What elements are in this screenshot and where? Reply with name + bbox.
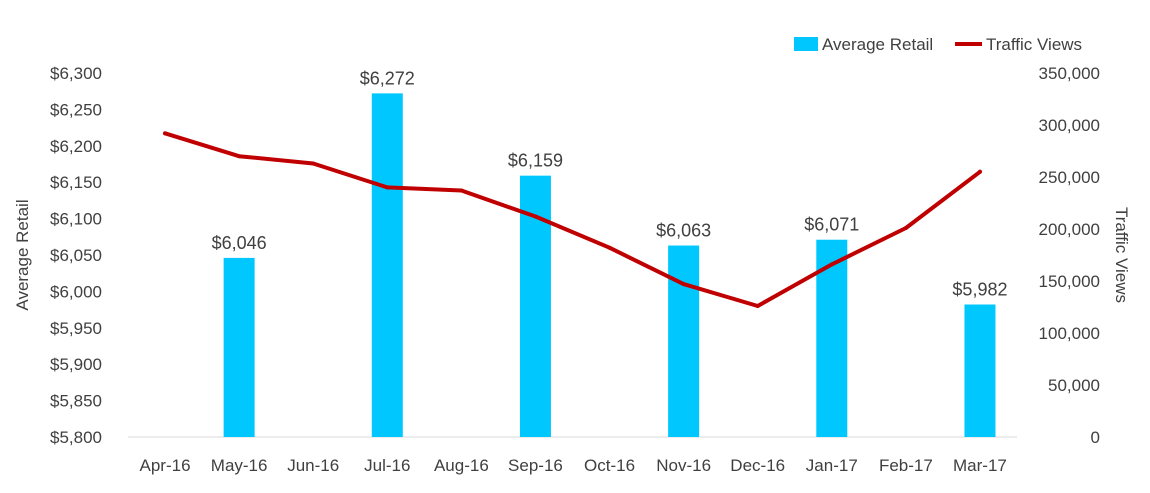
traffic-views-point bbox=[311, 161, 316, 166]
bar-jan-17 bbox=[816, 239, 848, 437]
traffic-views-point bbox=[681, 282, 686, 287]
right-axis-ticks: 350,000 300,000 250,000 200,000 150,000 100,0… bbox=[1039, 64, 1100, 447]
right-tick-label: 50,000 bbox=[1048, 376, 1100, 395]
category-label: Nov-16 bbox=[656, 456, 711, 475]
traffic-views-point bbox=[977, 169, 982, 174]
category-label: Jul-16 bbox=[364, 456, 410, 475]
bar-jul-16 bbox=[371, 93, 403, 437]
left-tick-label: $6,050 bbox=[50, 246, 102, 265]
bar-may-16 bbox=[223, 257, 255, 437]
traffic-views-point bbox=[459, 188, 464, 193]
left-tick-label: $5,950 bbox=[50, 319, 102, 338]
right-tick-label: 350,000 bbox=[1039, 64, 1100, 83]
bar-data-label: $5,982 bbox=[952, 280, 1007, 300]
bar-data-labels: $6,046 $6,272 $6,159 $6,063 $6,071 $5,982 bbox=[212, 68, 1008, 299]
left-tick-label: $6,300 bbox=[50, 64, 102, 83]
category-label: Feb-17 bbox=[879, 456, 933, 475]
left-tick-label: $5,850 bbox=[50, 392, 102, 411]
legend-label-average-retail: Average Retail bbox=[822, 35, 933, 54]
right-axis-title: Traffic Views bbox=[1112, 207, 1131, 303]
right-tick-label: 0 bbox=[1091, 428, 1100, 447]
legend: Average Retail Traffic Views bbox=[794, 35, 1082, 54]
bar-mar-17 bbox=[964, 304, 996, 437]
traffic-views-point bbox=[237, 154, 242, 159]
category-label: Oct-16 bbox=[584, 456, 635, 475]
right-tick-label: 100,000 bbox=[1039, 324, 1100, 343]
category-label: Jun-16 bbox=[287, 456, 339, 475]
category-label: Aug-16 bbox=[434, 456, 489, 475]
traffic-views-point bbox=[755, 303, 760, 308]
traffic-views-point bbox=[607, 245, 612, 250]
left-tick-label: $6,250 bbox=[50, 100, 102, 119]
category-label: May-16 bbox=[211, 456, 268, 475]
legend-label-traffic-views: Traffic Views bbox=[986, 35, 1082, 54]
bar-data-label: $6,063 bbox=[656, 221, 711, 241]
left-tick-label: $6,000 bbox=[50, 282, 102, 301]
traffic-views-point bbox=[163, 131, 168, 136]
right-tick-label: 200,000 bbox=[1039, 220, 1100, 239]
bar-data-label: $6,071 bbox=[804, 215, 859, 235]
left-tick-label: $6,100 bbox=[50, 210, 102, 229]
bar-nov-16 bbox=[668, 245, 700, 437]
traffic-views-point bbox=[903, 225, 908, 230]
left-axis-title: Average Retail bbox=[13, 199, 32, 310]
line-series bbox=[163, 131, 982, 308]
left-tick-label: $5,800 bbox=[50, 428, 102, 447]
traffic-views-line bbox=[163, 131, 982, 308]
left-axis-ticks: $6,300 $6,250 $6,200 $6,150 $6,100 $6,050 $6,0… bbox=[50, 64, 102, 447]
legend-swatch-average-retail bbox=[794, 37, 818, 51]
bar-data-label: $6,046 bbox=[212, 233, 267, 253]
traffic-views-point bbox=[533, 214, 538, 219]
category-label: Sep-16 bbox=[508, 456, 563, 475]
right-tick-label: 250,000 bbox=[1039, 168, 1100, 187]
bar-data-label: $6,159 bbox=[508, 151, 563, 171]
traffic-views-point bbox=[385, 185, 390, 190]
right-tick-label: 150,000 bbox=[1039, 272, 1100, 291]
left-tick-label: $5,900 bbox=[50, 355, 102, 374]
bar-series bbox=[223, 93, 996, 437]
right-tick-label: 300,000 bbox=[1039, 116, 1100, 135]
left-tick-label: $6,200 bbox=[50, 137, 102, 156]
traffic-views-point bbox=[829, 262, 834, 267]
bar-data-label: $6,272 bbox=[360, 68, 415, 88]
category-axis-labels: Apr-16 May-16 Jun-16 Jul-16 Aug-16 Sep-16 Oct-… bbox=[140, 456, 1007, 475]
category-label: Dec-16 bbox=[730, 456, 785, 475]
category-label: Apr-16 bbox=[140, 456, 191, 475]
category-label: Mar-17 bbox=[953, 456, 1007, 475]
category-label: Jan-17 bbox=[806, 456, 858, 475]
left-tick-label: $6,150 bbox=[50, 173, 102, 192]
